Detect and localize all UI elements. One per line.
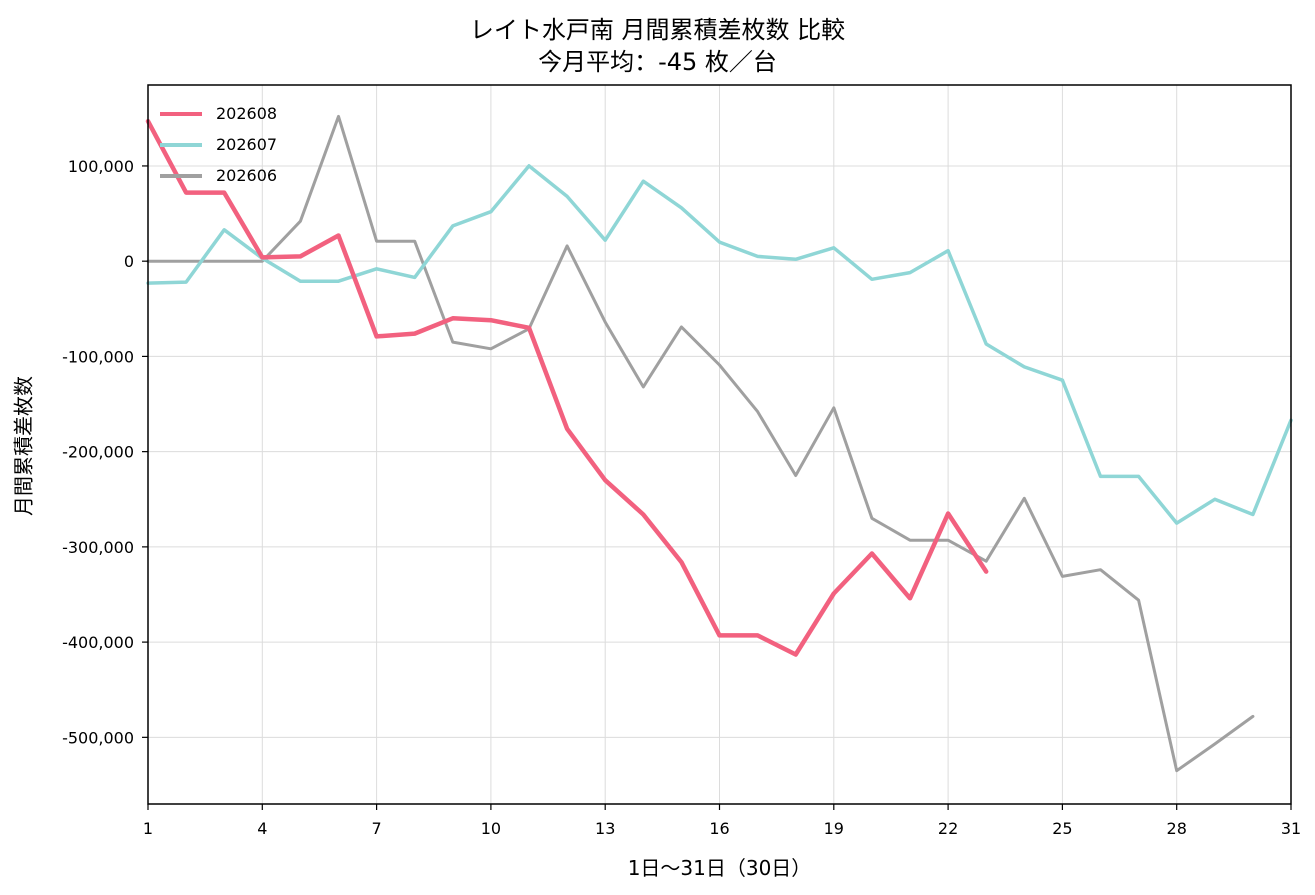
legend-label-202607: 202607	[216, 135, 278, 154]
legend-item-202608: 202608	[160, 98, 277, 129]
legend-item-202606: 202606	[160, 160, 277, 191]
x-tick-label: 25	[1052, 819, 1072, 838]
gridlines	[147, 85, 1292, 804]
x-tick-label: 22	[938, 819, 958, 838]
legend-label-202608: 202608	[216, 104, 278, 123]
x-axis-label: 1日〜31日（30日）	[627, 856, 812, 880]
y-axis-label: 月間累積差枚数	[11, 376, 36, 516]
x-tick-label: 19	[824, 819, 844, 838]
legend-swatch-202608	[160, 111, 202, 116]
y-tick-label: -500,000	[62, 728, 134, 747]
x-tick-label: 28	[1167, 819, 1187, 838]
legend-label-202606: 202606	[216, 166, 278, 185]
x-tick-label: 4	[257, 819, 267, 838]
chart-subtitle: 今月平均：-45 枚／台	[538, 48, 777, 76]
x-tick-label: 7	[372, 819, 382, 838]
x-tick-label: 10	[481, 819, 501, 838]
y-tick-label: -200,000	[62, 443, 134, 462]
y-axis-ticks: 100,000 0 -100,000 -200,000 -300,000 -400,000…	[62, 157, 148, 747]
legend-swatch-202606	[160, 173, 202, 178]
x-tick-label: 31	[1281, 819, 1301, 838]
series-lines	[145, 114, 1293, 773]
y-tick-label: 0	[124, 252, 134, 271]
series-line-202606	[146, 114, 1255, 773]
x-axis-ticks: 1 4 7 10 13 16 19 22 25 28 31	[143, 804, 1301, 838]
y-tick-label: 100,000	[68, 157, 134, 176]
x-tick-label: 16	[709, 819, 729, 838]
y-tick-label: -400,000	[62, 633, 134, 652]
legend-item-202607: 202607	[160, 129, 277, 160]
legend-swatch-202607	[160, 142, 202, 147]
x-tick-label: 13	[595, 819, 615, 838]
series-line-202607	[146, 164, 1293, 525]
chart-title: レイト水戸南 月間累積差枚数 比較	[469, 16, 846, 44]
x-tick-label: 1	[143, 819, 153, 838]
series-line-202608	[145, 118, 989, 657]
y-tick-label: -100,000	[62, 347, 134, 366]
y-tick-label: -300,000	[62, 538, 134, 557]
legend: 202608 202607 202606	[160, 98, 277, 191]
